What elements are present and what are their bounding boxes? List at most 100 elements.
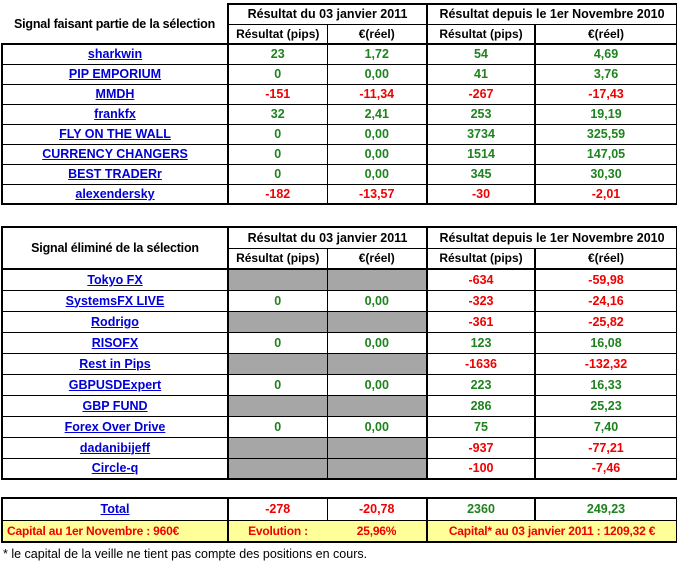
pips-column-header: Résultat (pips) [426,23,536,45]
table2-day-group-header: Résultat du 03 janvier 2011 [227,226,428,249]
pips-since-value: 286 [426,394,536,417]
signal-name-cell: sharkwin [1,43,229,65]
pips-day-value: 0 [227,143,328,165]
pips-since-value: -100 [426,457,536,480]
pips-day-value: 0 [227,63,328,85]
signal-name-cell: BEST TRADERr [1,163,229,185]
signal-link[interactable]: Tokyo FX [87,272,143,287]
euro-since-value: -7,46 [534,457,677,480]
pips-day-value: 0 [227,123,328,145]
euro-column-header: €(réel) [534,247,677,270]
pips-since-value: 1514 [426,143,536,165]
signal-link[interactable]: frankfx [94,107,136,121]
euro-since-value: -24,16 [534,289,677,312]
signal-link[interactable]: BEST TRADERr [68,167,162,181]
total-pips-since: 2360 [426,497,536,521]
euro-day-value: 0,00 [326,373,428,396]
signal-link[interactable]: Forex Over Drive [64,419,166,434]
euro-since-value: -25,82 [534,310,677,333]
table1-since-group-header: Résultat depuis le 1er Novembre 2010 [426,3,677,25]
euro-day-value: 0,00 [326,63,428,85]
signal-link[interactable]: GBP FUND [82,398,148,413]
euro-day-value: 2,41 [326,103,428,125]
signal-link[interactable]: FLY ON THE WALL [59,127,171,141]
signal-name-cell: Circle-q [1,457,229,480]
pips-day-value: -182 [227,183,328,205]
euro-since-value: 7,40 [534,415,677,438]
signal-link[interactable]: SystemsFX LIVE [65,293,165,308]
euro-since-value: -77,21 [534,436,677,459]
euro-since-value: 147,05 [534,143,677,165]
signal-name-cell: RISOFX [1,331,229,354]
pips-since-value: 123 [426,331,536,354]
table-row: CURRENCY CHANGERS 0 0,00 1514 147,05 [1,143,677,165]
table-row: PIP EMPORIUM 0 0,00 41 3,76 [1,63,677,85]
pips-day-value: 0 [227,163,328,185]
euro-since-value: 25,23 [534,394,677,417]
table-row: GBP FUND 286 25,23 [1,394,677,417]
footnote: * le capital de la veille ne tient pas c… [3,547,368,561]
signal-name-cell: SystemsFX LIVE [1,289,229,312]
selected-signals-table: Signal faisant partie de la sélection Ré… [1,3,677,205]
pips-day-value: -151 [227,83,328,105]
total-euro-day: -20,78 [326,497,428,521]
table-row: Forex Over Drive 0 0,00 75 7,40 [1,415,677,438]
signal-link[interactable]: CURRENCY CHANGERS [42,147,188,161]
signal-link[interactable]: Rest in Pips [79,356,151,371]
table-row: Tokyo FX -634 -59,98 [1,268,677,291]
signal-name-cell: FLY ON THE WALL [1,123,229,145]
euro-since-value: -132,32 [534,352,677,375]
euro-column-header: €(réel) [534,23,677,45]
empty-cell [227,436,328,459]
capital-current-cell: Capital* au 03 janvier 2011 : 1209,32 € [426,519,677,543]
euro-since-value: 19,19 [534,103,677,125]
signal-link[interactable]: PIP EMPORIUM [68,67,162,81]
table1-title: Signal faisant partie de la sélection [2,4,229,45]
euro-day-value: -13,57 [326,183,428,205]
signal-link[interactable]: MMDH [95,87,135,101]
table2-since-group-header: Résultat depuis le 1er Novembre 2010 [426,226,677,249]
total-label-cell: Total [1,497,229,521]
table-row: SystemsFX LIVE 0 0,00 -323 -24,16 [1,289,677,312]
signal-link[interactable]: Circle-q [91,461,139,476]
signal-link[interactable]: sharkwin [87,47,143,62]
euro-day-value: 0,00 [326,163,428,185]
table-row: Rodrigo -361 -25,82 [1,310,677,333]
signal-link[interactable]: Rodrigo [91,314,139,329]
signal-name-cell: Rodrigo [1,310,229,333]
empty-cell [227,457,328,480]
empty-cell [227,310,328,333]
pips-since-value: 54 [426,43,536,65]
euro-column-header: €(réel) [326,23,428,45]
pips-day-value: 23 [227,43,328,65]
empty-cell [227,268,328,291]
empty-cell [326,436,428,459]
pips-since-value: 345 [426,163,536,185]
euro-since-value: -59,98 [534,268,677,291]
euro-since-value: -2,01 [534,183,677,205]
empty-cell [326,268,428,291]
euro-since-value: 16,08 [534,331,677,354]
signal-name-cell: Rest in Pips [1,352,229,375]
euro-since-value: 30,30 [534,163,677,185]
pips-day-value: 0 [227,373,328,396]
table-row: RISOFX 0 0,00 123 16,08 [1,331,677,354]
pips-since-value: -634 [426,268,536,291]
signal-name-cell: GBP FUND [1,394,229,417]
totals-table: Total -278 -20,78 2360 249,23 Capital au… [1,497,677,543]
signal-link[interactable]: RISOFX [91,335,139,350]
euro-since-value: 16,33 [534,373,677,396]
signal-name-cell: GBPUSDExpert [1,373,229,396]
signal-link[interactable]: dadanibijeff [79,440,151,455]
signal-link[interactable]: GBPUSDExpert [68,377,162,392]
evolution-value: 25,96% [327,519,428,543]
total-link[interactable]: Total [100,502,130,517]
signal-link[interactable]: alexendersky [75,186,155,201]
euro-since-value: -17,43 [534,83,677,105]
evolution-label: Evolution : [227,519,327,543]
euro-column-header: €(réel) [326,247,428,270]
pips-since-value: -1636 [426,352,536,375]
pips-since-value: 3734 [426,123,536,145]
pips-day-value: 32 [227,103,328,125]
